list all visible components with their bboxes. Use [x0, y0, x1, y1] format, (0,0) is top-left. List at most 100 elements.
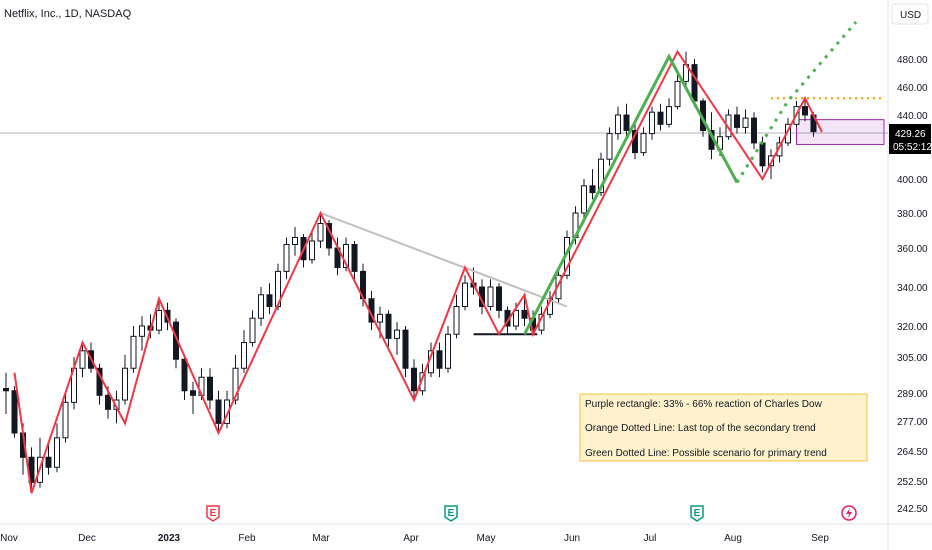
candle: [649, 106, 655, 140]
y-tick-label: 252.50: [897, 477, 928, 488]
candle: [640, 127, 647, 156]
candle-body: [130, 335, 137, 369]
candle: [292, 227, 298, 256]
earnings-icon-label: E: [694, 508, 701, 519]
candle-body: [436, 350, 443, 369]
candle-body: [232, 367, 239, 401]
candle: [802, 98, 808, 122]
candle-body: [649, 111, 655, 135]
candle-body: [402, 329, 409, 369]
zigzag-line: [13, 49, 823, 494]
earnings-icon-label: E: [210, 508, 217, 519]
candle: [453, 294, 460, 339]
candle: [411, 359, 417, 400]
candle: [139, 316, 145, 351]
candle: [402, 326, 409, 378]
candle: [62, 390, 69, 443]
candle: [249, 310, 256, 347]
candle-body: [394, 329, 400, 339]
notes-box: Purple rectangle: 33% - 66% reaction of …: [579, 393, 868, 462]
candle-body: [309, 240, 315, 261]
candle-body: [96, 367, 103, 396]
candle-body: [453, 306, 460, 335]
y-tick-label: 320.00: [897, 322, 928, 333]
x-tick-label: Jul: [644, 533, 657, 544]
chart-title: Netflix, Inc., 1D, NASDAQ: [4, 8, 132, 20]
candle: [666, 98, 672, 128]
x-tick-label: Sep: [811, 533, 829, 544]
candle-body: [674, 80, 681, 108]
reaction-zone-rect: [796, 119, 885, 145]
candle-body: [751, 117, 757, 144]
candle: [589, 169, 596, 200]
candle-body: [640, 133, 647, 154]
x-axis-ticks: Nov Dec 2023 Feb Mar Apr May Jun Jul Aug Sep: [0, 533, 829, 544]
candle: [734, 106, 740, 134]
candle-body: [105, 394, 111, 410]
x-tick-label: Feb: [238, 533, 256, 544]
event-marker-dividend[interactable]: [841, 505, 857, 521]
candle-body: [598, 158, 604, 194]
candle: [181, 354, 188, 400]
candle-body: [62, 401, 69, 439]
note-purple-rectangle: Purple rectangle: 33% - 66% reaction of …: [585, 399, 823, 410]
candle: [3, 372, 9, 414]
candle: [283, 237, 290, 280]
x-tick-label: Mar: [312, 533, 330, 544]
y-tick-label: 440.00: [897, 111, 928, 122]
candle-body: [139, 325, 145, 337]
candle-body: [615, 114, 621, 135]
candle-body: [759, 142, 766, 167]
candle-body: [589, 185, 596, 194]
candle-body: [249, 317, 256, 344]
candle: [351, 241, 358, 280]
y-tick-label: 340.00: [897, 283, 928, 294]
candle: [742, 109, 749, 134]
candle-body: [606, 133, 613, 160]
event-marker-earnings-green[interactable]: E: [444, 505, 458, 522]
candle-body: [462, 282, 468, 308]
candle: [215, 390, 222, 433]
candle: [317, 213, 324, 248]
candle: [130, 326, 137, 373]
currency-button[interactable]: USD: [891, 3, 929, 25]
candle-body: [45, 456, 52, 468]
earnings-icon: [444, 505, 458, 522]
candle: [436, 342, 443, 378]
y-tick-label: 305.00: [897, 353, 928, 364]
candle-body: [215, 399, 222, 424]
candle-body: [521, 309, 528, 319]
candle-body: [122, 367, 128, 401]
candle: [309, 230, 315, 264]
candle-body: [445, 333, 451, 369]
candle-body: [513, 309, 519, 327]
candle: [54, 423, 60, 473]
currency-label: USD: [900, 10, 921, 21]
y-tick-label: 480.00: [897, 55, 928, 66]
countdown-value: 05:52:12: [893, 142, 932, 153]
candle: [385, 310, 392, 347]
candle-body: [666, 106, 672, 125]
event-marker-earnings-red[interactable]: E: [206, 505, 220, 522]
candle: [156, 298, 162, 335]
candle: [79, 342, 86, 378]
candle-body: [292, 237, 298, 245]
candle: [266, 283, 273, 315]
earnings-icon: [690, 505, 704, 522]
candle: [657, 103, 664, 131]
candle: [224, 390, 230, 429]
x-tick-label: Dec: [78, 533, 96, 544]
candle: [487, 279, 494, 311]
y-tick-label: 400.00: [897, 175, 928, 186]
candle-body: [377, 313, 383, 323]
candle-body: [258, 294, 264, 319]
candle: [581, 179, 587, 220]
event-marker-earnings-green[interactable]: E: [690, 505, 704, 522]
candle: [496, 283, 502, 319]
candle-body: [266, 294, 273, 307]
candle-body: [802, 106, 808, 116]
candle-body: [691, 64, 698, 102]
candle: [394, 322, 400, 355]
